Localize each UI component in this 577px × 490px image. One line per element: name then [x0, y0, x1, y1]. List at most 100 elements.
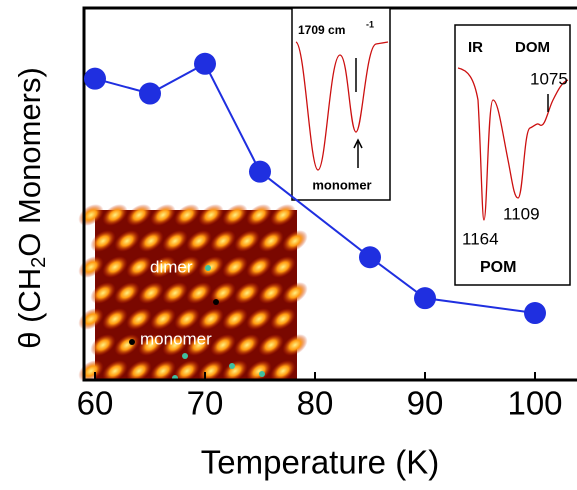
- stm-blob: [126, 360, 152, 382]
- x-tick-label: 70: [187, 385, 224, 422]
- stm-blob: [210, 230, 236, 252]
- stm-blob: [234, 334, 260, 356]
- stm-blob: [222, 204, 248, 226]
- annotation: monomer: [140, 329, 212, 348]
- annotation: IR: [468, 39, 483, 56]
- annotation: POM: [480, 259, 516, 276]
- stm-blob: [186, 230, 212, 252]
- ir-spectrum: [457, 67, 569, 221]
- stm-dot: [182, 353, 188, 359]
- stm-blob: [102, 360, 128, 382]
- stm-blob: [138, 282, 164, 304]
- stm-blob: [270, 360, 296, 382]
- stm-dot: [213, 299, 219, 305]
- arrow-head: [353, 138, 363, 149]
- stm-blob: [270, 256, 296, 278]
- stm-dot: [129, 339, 135, 345]
- stm-blob: [102, 204, 128, 226]
- stm-blob: [186, 334, 212, 356]
- stm-dot: [259, 371, 265, 377]
- stm-blob: [126, 308, 152, 330]
- dom-pom-inset: IR DOM 1075 1109 1164 POM: [454, 24, 571, 286]
- annotation: 1075: [530, 69, 568, 88]
- stm-image: [78, 204, 308, 382]
- annotation: 1109: [503, 204, 540, 223]
- annotation: 1709 cm: [298, 23, 345, 37]
- stm-blob: [150, 308, 176, 330]
- stm-blob: [90, 282, 116, 304]
- ir-spectrum: [295, 41, 389, 171]
- stm-blob: [114, 230, 140, 252]
- stm-blob: [234, 282, 260, 304]
- stm-blob: [210, 334, 236, 356]
- stm-blob: [222, 308, 248, 330]
- annotation: DOM: [515, 39, 550, 56]
- stm-blob: [282, 282, 308, 304]
- annotation: dimer: [150, 257, 193, 276]
- stm-blob: [282, 334, 308, 356]
- data-point: [84, 67, 106, 90]
- stm-blob: [198, 256, 224, 278]
- y-label-part: θ (CH: [12, 268, 47, 349]
- inset-frame: [291, 7, 391, 201]
- stm-blob: [222, 360, 248, 382]
- stm-blob: [234, 230, 260, 252]
- stm-blob: [162, 282, 188, 304]
- stm-blob: [126, 204, 152, 226]
- stm-blob: [174, 256, 200, 278]
- x-tick-label: 90: [407, 385, 444, 422]
- stm-blob: [162, 230, 188, 252]
- stm-blob: [246, 360, 272, 382]
- x-tick-label: 60: [77, 385, 114, 422]
- stm-blob: [270, 308, 296, 330]
- stm-blob: [258, 230, 284, 252]
- ir-inset: 1709 cm -1 monomer: [291, 7, 391, 201]
- data-point: [194, 52, 216, 75]
- stm-blob: [174, 204, 200, 226]
- stm-blob: [150, 204, 176, 226]
- stm-blob: [270, 204, 296, 226]
- data-point: [139, 82, 161, 105]
- y-label-part: O Monomers): [12, 67, 47, 256]
- stm-blob: [282, 230, 308, 252]
- stm-blob: [138, 230, 164, 252]
- annotation: -1: [366, 19, 374, 29]
- stm-blob: [150, 360, 176, 382]
- data-point: [359, 246, 381, 269]
- stm-blob: [174, 360, 200, 382]
- x-tick-label: 80: [297, 385, 334, 422]
- y-axis-label: θ (CH2O Monomers): [12, 67, 50, 349]
- x-tick-label: 100: [507, 385, 562, 422]
- inset-frame: [454, 24, 571, 286]
- stm-blob: [102, 308, 128, 330]
- stm-blob: [114, 282, 140, 304]
- stm-blob: [246, 256, 272, 278]
- stm-blob: [162, 334, 188, 356]
- stm-blob: [222, 256, 248, 278]
- stm-blob: [150, 256, 176, 278]
- annotation: monomer: [312, 177, 371, 192]
- stm-blob: [246, 204, 272, 226]
- stm-blob: [210, 282, 236, 304]
- stm-dot: [205, 265, 211, 271]
- stm-blob: [198, 204, 224, 226]
- stm-blob: [138, 334, 164, 356]
- stm-blob: [174, 308, 200, 330]
- stm-blob: [90, 334, 116, 356]
- data-point: [414, 287, 436, 310]
- stm-blob: [258, 282, 284, 304]
- stm-dot: [229, 363, 235, 369]
- x-axis-label: Temperature (K): [201, 444, 439, 481]
- stm-blob: [198, 308, 224, 330]
- y-label-sub: 2: [28, 257, 50, 268]
- annotation: 1164: [462, 229, 499, 248]
- stm-blob: [258, 334, 284, 356]
- stm-blob: [126, 256, 152, 278]
- stm-blob: [90, 230, 116, 252]
- stm-blob: [246, 308, 272, 330]
- data-point: [524, 302, 546, 325]
- stm-blob: [102, 256, 128, 278]
- stm-blob: [186, 282, 212, 304]
